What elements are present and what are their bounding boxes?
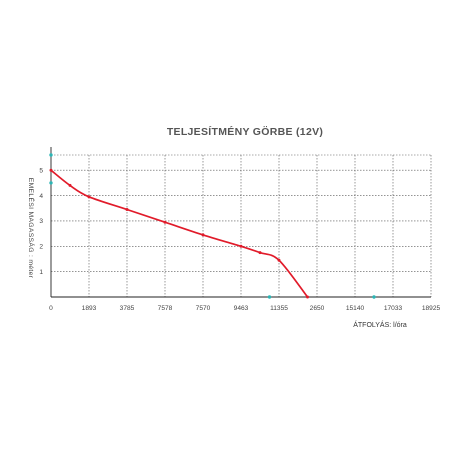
data-point — [87, 195, 91, 199]
x-tick-labels: 0 1893 3785 7578 7570 9463 11355 2650 15140 17033… — [49, 305, 440, 312]
x-tick-label: 2650 — [310, 305, 325, 312]
y-axis-label: EMELÉSI MAGASSÁG : méter — [27, 178, 36, 279]
performance-curve — [50, 169, 309, 298]
x-tick-label: 18925 — [422, 305, 441, 312]
series — [49, 168, 309, 299]
chart-title: TELJESÍTMÉNY GÖRBE (12V) — [167, 125, 323, 138]
x-tick-label: 3785 — [120, 305, 135, 312]
axes — [50, 147, 431, 298]
data-point — [68, 183, 72, 187]
data-point — [305, 295, 309, 299]
x-tick-label: 9463 — [234, 305, 249, 312]
y-tick-label: 3 — [39, 218, 43, 225]
data-point — [277, 258, 281, 262]
y-tick-labels: 1 2 3 4 5 — [39, 168, 43, 276]
markers — [49, 153, 376, 299]
y-tick-label: 2 — [39, 244, 43, 251]
x-tick-label: 17033 — [384, 305, 403, 312]
x-tick-label: 0 — [49, 305, 53, 312]
axis-marker — [49, 153, 53, 157]
x-tick-label: 11355 — [270, 305, 288, 312]
x-tick-label: 7578 — [158, 305, 173, 312]
data-point — [49, 168, 53, 172]
y-tick-label: 5 — [39, 168, 43, 175]
data-point — [163, 220, 167, 224]
grid — [51, 154, 432, 297]
data-point — [258, 251, 262, 255]
x-axis-label: ÁTFOLYÁS: l/óra — [353, 320, 407, 329]
data-point — [201, 233, 205, 237]
x-tick-label: 7570 — [196, 305, 211, 312]
y-tick-label: 1 — [39, 269, 43, 276]
data-point — [125, 208, 129, 212]
x-tick-label: 1893 — [82, 305, 97, 312]
y-tick-label: 4 — [39, 193, 43, 200]
axis-marker — [372, 295, 376, 299]
axis-marker — [49, 181, 53, 185]
data-point — [239, 244, 243, 248]
x-tick-label: 15140 — [346, 305, 365, 312]
axis-marker — [267, 295, 272, 299]
